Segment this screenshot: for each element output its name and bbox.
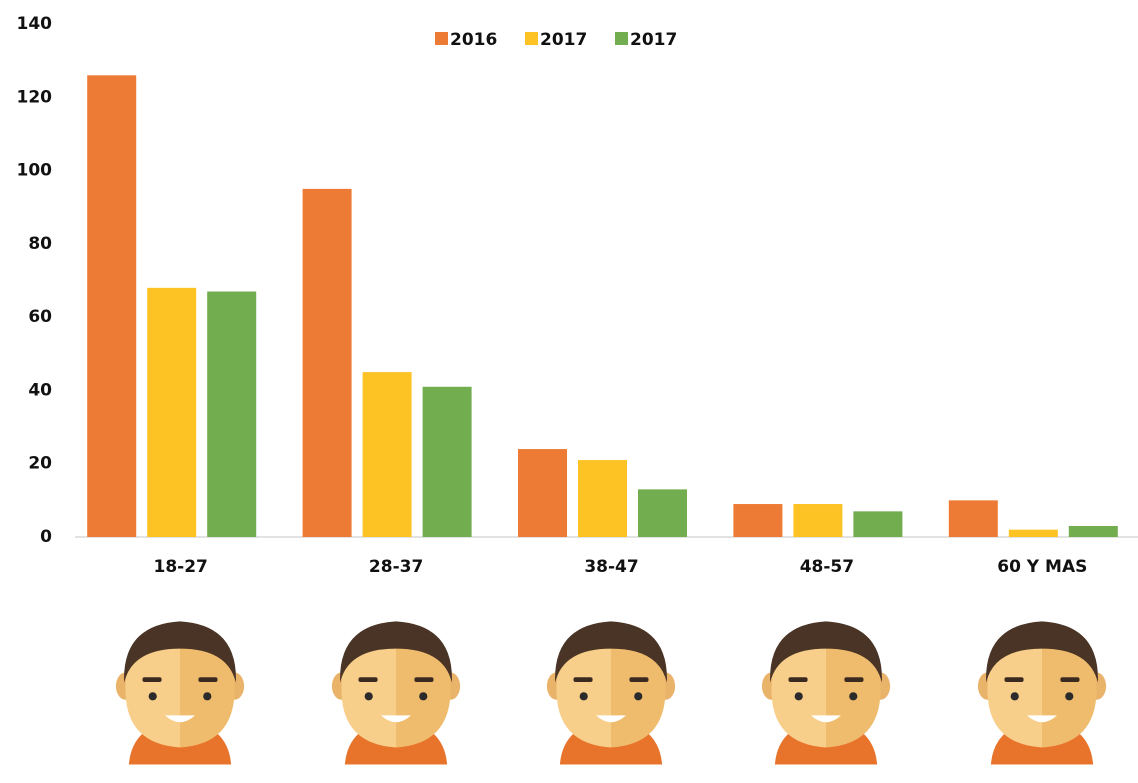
y-tick-label: 60: [28, 307, 52, 327]
x-tick-label: 28-37: [369, 557, 423, 577]
x-tick-label: 48-57: [800, 557, 854, 577]
bar: [518, 449, 567, 537]
bar: [853, 511, 902, 537]
bar: [638, 489, 687, 537]
face-illustration: [332, 621, 460, 764]
y-tick-label: 120: [17, 87, 53, 107]
legend-label: 2016: [450, 30, 497, 50]
legend-label: 2017: [630, 30, 677, 50]
y-tick-label: 140: [17, 14, 53, 34]
x-tick-label: 60 Y MAS: [997, 557, 1087, 577]
y-tick-label: 20: [28, 454, 52, 474]
bar: [303, 189, 352, 537]
face-illustration: [762, 621, 890, 764]
y-tick-label: 100: [17, 161, 53, 181]
bar: [793, 504, 842, 537]
y-tick-label: 0: [40, 527, 52, 547]
bar: [87, 75, 136, 537]
bar: [207, 291, 256, 537]
legend-swatch: [435, 32, 448, 45]
face-illustration: [978, 621, 1106, 764]
face-illustration: [116, 621, 244, 764]
y-tick-label: 80: [28, 234, 52, 254]
bar: [147, 288, 196, 537]
bar: [949, 500, 998, 537]
bar: [423, 387, 472, 537]
x-tick-label: 18-27: [154, 557, 208, 577]
y-tick-label: 40: [28, 380, 52, 400]
bar: [1009, 530, 1058, 537]
face-illustration: [547, 621, 675, 764]
bar: [363, 372, 412, 537]
legend-label: 2017: [540, 30, 587, 50]
bar: [1069, 526, 1118, 537]
x-tick-label: 38-47: [584, 557, 638, 577]
bar: [733, 504, 782, 537]
legend-swatch: [525, 32, 538, 45]
page: {"chart_data": {"type": "bar", "categori…: [0, 0, 1138, 783]
bar: [578, 460, 627, 537]
chart: 0 20 40 60 80 100 120 140 2016 2017 2017 18-27 28-37…: [0, 0, 1138, 779]
legend-swatch: [615, 32, 628, 45]
